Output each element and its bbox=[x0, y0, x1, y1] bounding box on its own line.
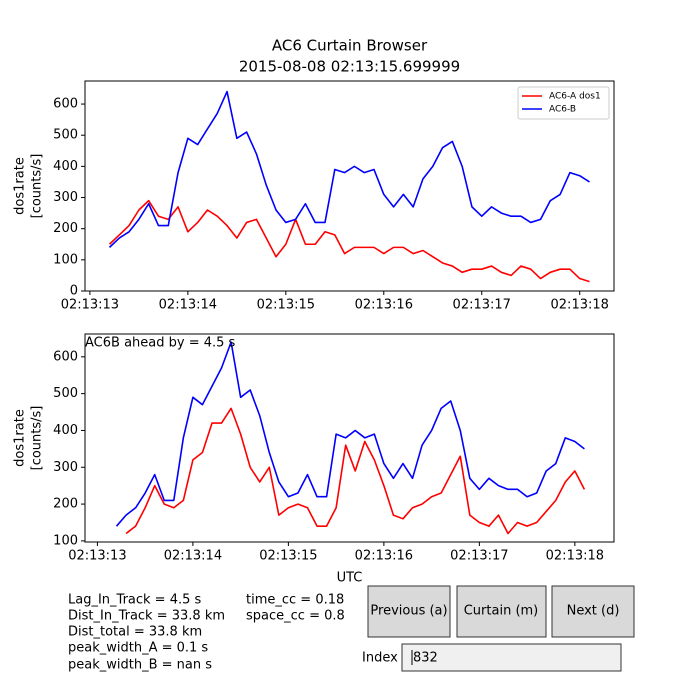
x-tick-label: 02:13:16 bbox=[355, 549, 413, 564]
x-axis-label: UTC bbox=[337, 571, 363, 586]
x-tick-label: 02:13:17 bbox=[450, 549, 508, 564]
button-label[interactable]: Previous (a) bbox=[370, 604, 447, 619]
index-value[interactable]: 832 bbox=[413, 651, 438, 666]
legend-box bbox=[517, 86, 610, 120]
x-tick-label: 02:13:17 bbox=[453, 298, 511, 313]
legend-label: AC6-B bbox=[549, 105, 576, 115]
chart-title: 2015-08-08 02:13:15.699999 bbox=[239, 58, 460, 76]
y-axis-label: [counts/s] bbox=[30, 406, 45, 471]
y-tick-label: 600 bbox=[53, 97, 78, 112]
x-tick-label: 02:13:15 bbox=[257, 298, 315, 313]
x-tick-label: 02:13:14 bbox=[159, 298, 217, 313]
x-tick-label: 02:13:18 bbox=[551, 298, 609, 313]
x-tick-label: 02:13:15 bbox=[259, 549, 317, 564]
index-textbox[interactable] bbox=[401, 643, 622, 672]
y-tick-label: 100 bbox=[53, 533, 78, 548]
y-tick-label: 200 bbox=[53, 221, 78, 236]
x-tick-label: 02:13:14 bbox=[164, 549, 222, 564]
legend-label: AC6-A dos1 bbox=[549, 92, 601, 102]
info-text: Dist_In_Track = 33.8 km bbox=[68, 609, 225, 624]
index-label: Index bbox=[362, 651, 398, 666]
y-tick-label: 400 bbox=[53, 423, 78, 438]
y-tick-label: 400 bbox=[53, 159, 78, 174]
button-bg[interactable] bbox=[551, 585, 635, 638]
y-tick-label: 300 bbox=[53, 190, 78, 205]
y-tick-label: 600 bbox=[53, 349, 78, 364]
y-axis-label: dos1rate bbox=[13, 409, 28, 467]
cc-text: space_cc = 0.8 bbox=[246, 609, 345, 624]
x-tick-label: 02:13:16 bbox=[355, 298, 413, 313]
y-tick-label: 500 bbox=[53, 128, 78, 143]
y-tick-label: 200 bbox=[53, 497, 78, 512]
series-line bbox=[125, 407, 586, 535]
series-line bbox=[108, 199, 590, 283]
cc-text: time_cc = 0.18 bbox=[246, 593, 344, 608]
info-text: peak_width_B = nan s bbox=[68, 658, 212, 673]
chart-title: AC6 Curtain Browser bbox=[272, 37, 428, 55]
annotation: AC6B ahead by = 4.5 s bbox=[85, 336, 236, 351]
series-line bbox=[115, 341, 585, 527]
y-tick-label: 100 bbox=[53, 252, 78, 267]
axes-frame bbox=[84, 80, 615, 292]
y-tick-label: 0 bbox=[70, 284, 78, 299]
x-tick-label: 02:13:13 bbox=[68, 549, 126, 564]
x-tick-label: 02:13:18 bbox=[546, 549, 604, 564]
info-text: peak_width_A = 0.1 s bbox=[68, 641, 208, 656]
button-label[interactable]: Curtain (m) bbox=[464, 604, 539, 619]
x-tick-label: 02:13:13 bbox=[61, 298, 119, 313]
y-tick-label: 500 bbox=[53, 386, 78, 401]
y-axis-label: [counts/s] bbox=[30, 154, 45, 219]
info-text: Lag_In_Track = 4.5 s bbox=[68, 593, 202, 608]
plot-area bbox=[85, 334, 614, 542]
axes-frame bbox=[84, 333, 615, 543]
y-tick-label: 300 bbox=[53, 460, 78, 475]
button-label[interactable]: Next (d) bbox=[567, 604, 620, 619]
button[interactable]: Curtain (m) bbox=[456, 585, 547, 638]
button[interactable]: Next (d) bbox=[551, 585, 635, 638]
button-bg[interactable] bbox=[456, 585, 547, 638]
y-axis-label: dos1rate bbox=[13, 157, 28, 215]
info-text: Dist_total = 33.8 km bbox=[68, 625, 202, 640]
series-line bbox=[108, 90, 590, 248]
button[interactable]: Previous (a) bbox=[367, 585, 451, 638]
button-bg[interactable] bbox=[367, 585, 451, 638]
